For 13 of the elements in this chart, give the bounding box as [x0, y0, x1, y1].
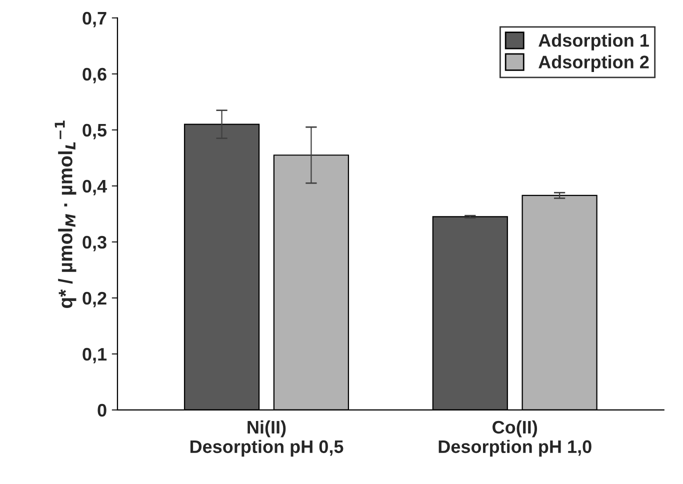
y-axis-title: q* / µmol$_{M}$ · µmol$_{L}$$^{−1}$	[54, 120, 76, 308]
legend-label: Adsorption 1	[538, 34, 649, 50]
y-tick-label: 0,1	[82, 348, 107, 364]
y-tick-label: 0,3	[82, 236, 106, 252]
y-tick-label: 0,4	[82, 180, 107, 196]
y-tick-label: 0,6	[82, 68, 106, 84]
x-tick-label: Co(II) Desorption pH 1,0	[438, 420, 592, 457]
y-tick-label: 0	[98, 404, 106, 417]
y-tick-label: 0,7	[82, 12, 106, 28]
x-tick-label: Ni(II) Desorption pH 0,5	[190, 420, 344, 457]
y-tick-label: 0,5	[82, 124, 107, 140]
y-tick-label: 0,2	[82, 292, 106, 308]
legend-label: Adsorption 2	[538, 55, 649, 72]
